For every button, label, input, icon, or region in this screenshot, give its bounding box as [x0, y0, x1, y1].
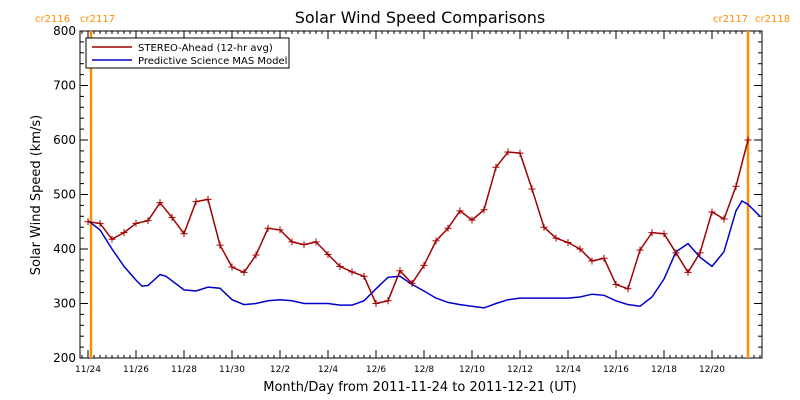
data-point-stereo: [96, 219, 104, 227]
x-tick-label: 12/12: [507, 365, 533, 375]
x-axis-label: Month/Day from 2011-11-24 to 2011-12-21 …: [263, 380, 576, 395]
data-point-stereo: [696, 249, 704, 257]
x-tick-label: 11/28: [171, 365, 197, 375]
data-point-stereo: [504, 148, 512, 156]
data-point-stereo: [732, 182, 740, 190]
x-tick-label: 12/18: [651, 365, 677, 375]
cr-label-left-2: cr2117: [713, 14, 748, 25]
data-point-stereo: [480, 206, 488, 214]
data-point-stereo: [264, 224, 272, 232]
x-tick-label: 11/30: [219, 365, 245, 375]
data-point-stereo: [720, 215, 728, 223]
data-point-stereo: [492, 163, 500, 171]
y-tick-label: 800: [53, 24, 76, 38]
data-point-stereo: [180, 230, 188, 238]
y-axis-label: Solar Wind Speed (km/s): [29, 115, 44, 275]
data-point-stereo: [552, 234, 560, 242]
data-point-stereo: [744, 136, 752, 144]
cr-label-left-1: cr2116: [35, 14, 70, 25]
data-point-stereo: [432, 237, 440, 245]
data-point-stereo: [672, 249, 680, 257]
data-point-stereo: [612, 280, 620, 288]
y-tick-label: 700: [53, 79, 76, 93]
data-point-stereo: [120, 229, 128, 237]
plot-layer: 200 300 400 500 600 700 800 11/24 11/26 11/28 11/3…: [53, 24, 763, 375]
cr-label-right-2: cr2118: [755, 14, 790, 25]
legend-label-stereo: STEREO-Ahead (12-hr avg): [138, 43, 273, 54]
data-point-stereo: [348, 268, 356, 276]
y-tick-label: 200: [53, 351, 76, 365]
x-tick-label: 12/4: [318, 365, 338, 375]
data-point-stereo: [168, 213, 176, 221]
data-point-stereo: [648, 229, 656, 237]
data-point-stereo: [684, 268, 692, 276]
data-point-stereo: [216, 241, 224, 249]
data-point-stereo: [312, 238, 320, 246]
cr-label-right-1: cr2117: [80, 14, 115, 25]
x-tick-label: 12/8: [414, 365, 434, 375]
legend-box: [85, 37, 290, 69]
data-point-stereo: [204, 195, 212, 203]
data-point-stereo: [252, 251, 260, 259]
data-point-stereo: [228, 263, 236, 271]
data-point-stereo: [108, 235, 116, 243]
y-tick-label: 300: [53, 297, 76, 311]
data-point-stereo: [468, 216, 476, 224]
x-tick-label: 12/16: [603, 365, 629, 375]
x-tick-label: 11/24: [75, 365, 101, 375]
data-point-stereo: [300, 241, 308, 249]
legend: STEREO-Ahead (12-hr avg) Predictive Scie…: [85, 37, 290, 69]
data-point-stereo: [456, 207, 464, 215]
data-point-stereo: [528, 185, 536, 193]
y-tick-label: 500: [53, 188, 76, 202]
x-tick-label: 12/14: [555, 365, 581, 375]
plot-frame: [79, 30, 763, 359]
legend-label-mas: Predictive Science MAS Model: [138, 56, 287, 67]
data-point-stereo: [396, 267, 404, 275]
y-tick-label: 600: [53, 133, 76, 147]
data-point-stereo: [372, 300, 380, 307]
data-point-stereo: [420, 261, 428, 269]
x-tick-label: 12/10: [459, 365, 485, 375]
data-point-stereo: [408, 279, 416, 287]
data-point-stereo: [564, 238, 572, 246]
data-point-stereo: [360, 272, 368, 280]
y-tick-label: 400: [53, 242, 76, 256]
x-tick-label: 11/26: [123, 365, 149, 375]
data-point-stereo: [288, 238, 296, 246]
data-point-stereo: [624, 285, 632, 293]
data-point-stereo: [336, 262, 344, 270]
x-tick-label: 12/20: [699, 365, 725, 375]
data-point-stereo: [84, 218, 92, 226]
data-point-stereo: [156, 199, 164, 207]
data-point-stereo: [276, 226, 284, 234]
data-point-stereo: [240, 268, 248, 276]
data-point-stereo: [384, 297, 392, 305]
chart-title: Solar Wind Speed Comparisons: [295, 8, 546, 27]
x-tick-label: 12/6: [366, 365, 386, 375]
data-point-stereo: [516, 149, 524, 157]
data-point-stereo: [636, 246, 644, 254]
data-point-stereo: [132, 219, 140, 227]
data-point-stereo: [144, 217, 152, 225]
data-point-stereo: [576, 245, 584, 253]
data-point-stereo: [708, 208, 716, 216]
series-line-mas: [87, 199, 761, 309]
data-point-stereo: [540, 223, 548, 231]
data-point-stereo: [588, 257, 596, 265]
x-tick-label: 12/2: [270, 365, 290, 375]
data-point-stereo: [600, 254, 608, 262]
data-point-stereo: [192, 198, 200, 206]
data-point-stereo: [660, 230, 668, 238]
series-line-stereo: [87, 139, 749, 305]
data-point-stereo: [324, 250, 332, 258]
data-point-stereo: [444, 224, 452, 232]
